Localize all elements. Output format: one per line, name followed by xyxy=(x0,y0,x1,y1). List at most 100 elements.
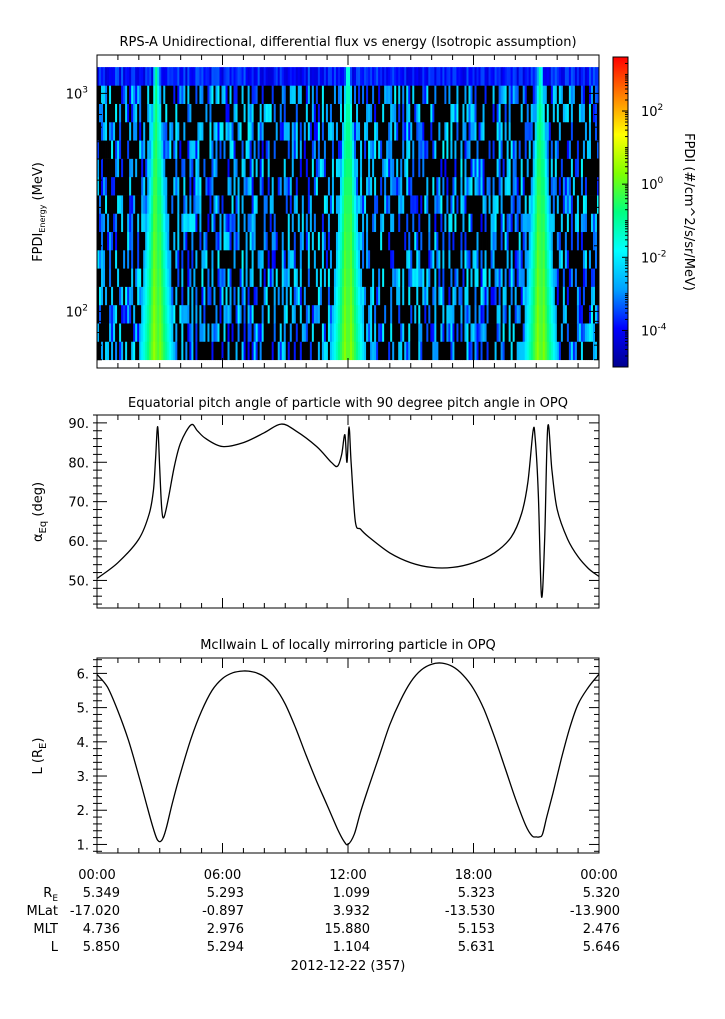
spectrogram-cell xyxy=(339,85,343,104)
spectrogram-cell xyxy=(592,304,596,324)
spectrogram-cell xyxy=(205,341,208,361)
spectrogram-cell xyxy=(179,213,182,233)
spectrogram-cell xyxy=(466,176,469,196)
spectrogram-cell xyxy=(109,158,112,178)
spectrogram-cell xyxy=(512,213,516,233)
spectrogram-cell xyxy=(362,195,365,214)
spectrogram-cell xyxy=(542,176,546,196)
spectrogram-cell xyxy=(131,121,134,141)
spectrogram-cell xyxy=(175,341,178,361)
spectrogram-cell xyxy=(394,213,397,233)
spectrogram-cell xyxy=(291,250,295,269)
spectrogram-cell xyxy=(165,121,168,141)
spectrogram-cell xyxy=(195,213,198,233)
spectrogram-cell xyxy=(418,103,421,123)
spectrogram-cell xyxy=(358,195,361,214)
spectrogram-cell xyxy=(105,250,108,269)
spectrogram-cell xyxy=(329,176,333,196)
spectrogram-cell xyxy=(440,140,443,159)
spectrogram-cell xyxy=(454,121,457,141)
spectrogram-cell xyxy=(514,121,518,141)
spectrogram-cell xyxy=(586,231,590,251)
spectrogram-cell xyxy=(181,231,184,251)
spectrogram-cell xyxy=(442,85,445,104)
spectrogram-cell xyxy=(139,304,142,324)
spectrogram-cell xyxy=(526,231,530,251)
spectrogram-cell xyxy=(271,195,275,214)
spectrogram-cell xyxy=(530,67,534,86)
spectrogram-cell xyxy=(267,323,271,342)
spectrogram-cell xyxy=(470,250,473,269)
spectrogram-cell xyxy=(107,158,110,178)
spectrogram-cell xyxy=(275,323,279,342)
spectrogram-cell xyxy=(512,268,516,287)
pitch-angle-line xyxy=(97,423,599,598)
spectrogram-cell xyxy=(335,103,339,123)
spectrogram-cell xyxy=(229,176,232,196)
spectrogram-cell xyxy=(205,250,208,269)
spectrogram-cell xyxy=(364,341,367,361)
spectrogram-cell xyxy=(530,286,534,306)
spectrogram-cell xyxy=(263,176,267,196)
spectrogram-cell xyxy=(406,158,409,178)
spectrogram-cell xyxy=(386,341,389,361)
spectrogram-cell xyxy=(454,213,457,233)
spectrogram-cell xyxy=(528,121,532,141)
spectrogram-cell xyxy=(468,304,471,324)
spectrogram-cell xyxy=(205,213,208,233)
spectrogram-cell xyxy=(131,67,134,86)
spectrogram-cell xyxy=(420,121,423,141)
spectrogram-cell xyxy=(247,121,251,141)
spectrogram-cell xyxy=(251,268,255,287)
spectrogram-cell xyxy=(137,304,140,324)
spectrogram-cell xyxy=(183,341,186,361)
spectrogram-cell xyxy=(394,231,397,251)
spectrogram-cell xyxy=(566,158,570,178)
spectrogram-cell xyxy=(311,250,315,269)
spectrogram-cell xyxy=(450,176,453,196)
spectrogram-cell xyxy=(592,286,596,306)
spectrogram-cell xyxy=(109,195,112,214)
spectrogram-cell xyxy=(293,250,297,269)
spectrogram-cell xyxy=(303,158,307,178)
spectrogram-cell xyxy=(203,286,206,306)
spectrogram-cell xyxy=(458,176,461,196)
spectrogram-cell xyxy=(341,323,345,342)
spectrogram-cell xyxy=(384,304,387,324)
spectrogram-cell xyxy=(189,213,192,233)
ephemeris-value: -0.897 xyxy=(202,904,244,919)
spectrogram-cell xyxy=(313,286,317,306)
spectrogram-cell xyxy=(536,323,540,342)
spectrogram-cell xyxy=(141,85,144,104)
spectrogram-cell xyxy=(506,341,510,361)
spectrogram-cell xyxy=(554,67,558,86)
spectrogram-cell xyxy=(568,140,572,159)
spectrogram-cell xyxy=(291,176,295,196)
spectrogram-cell xyxy=(450,231,453,251)
spectrogram-cell xyxy=(452,67,455,86)
spectrogram-cell xyxy=(229,158,232,178)
spectrogram-cell xyxy=(580,213,584,233)
spectrogram-cell xyxy=(434,286,437,306)
spectrogram-cell xyxy=(442,140,445,159)
spectrogram-cell xyxy=(141,268,144,287)
spectrogram-cell xyxy=(247,341,251,361)
spectrogram-cell xyxy=(542,341,546,361)
spectrogram-cell xyxy=(273,304,277,324)
spectrogram-cell xyxy=(141,103,144,123)
spectrogram-cell xyxy=(251,323,255,342)
spectrogram-cell xyxy=(273,85,277,104)
spectrogram-cell xyxy=(568,121,572,141)
spectrogram-cell xyxy=(197,286,200,306)
spectrogram-cell xyxy=(536,250,540,269)
spectrogram-cell xyxy=(500,103,504,123)
spectrogram-cell xyxy=(271,286,275,306)
spectrogram-cell xyxy=(319,250,323,269)
spectrogram-cell xyxy=(486,231,489,251)
spectrogram-cell xyxy=(163,140,166,159)
colorbar-tick-label: 10-4 xyxy=(641,322,667,339)
spectrogram-cell xyxy=(241,195,244,214)
spectrogram-cell xyxy=(199,250,202,269)
spectrogram-cell xyxy=(544,67,548,86)
spectrogram-cell xyxy=(205,323,208,342)
